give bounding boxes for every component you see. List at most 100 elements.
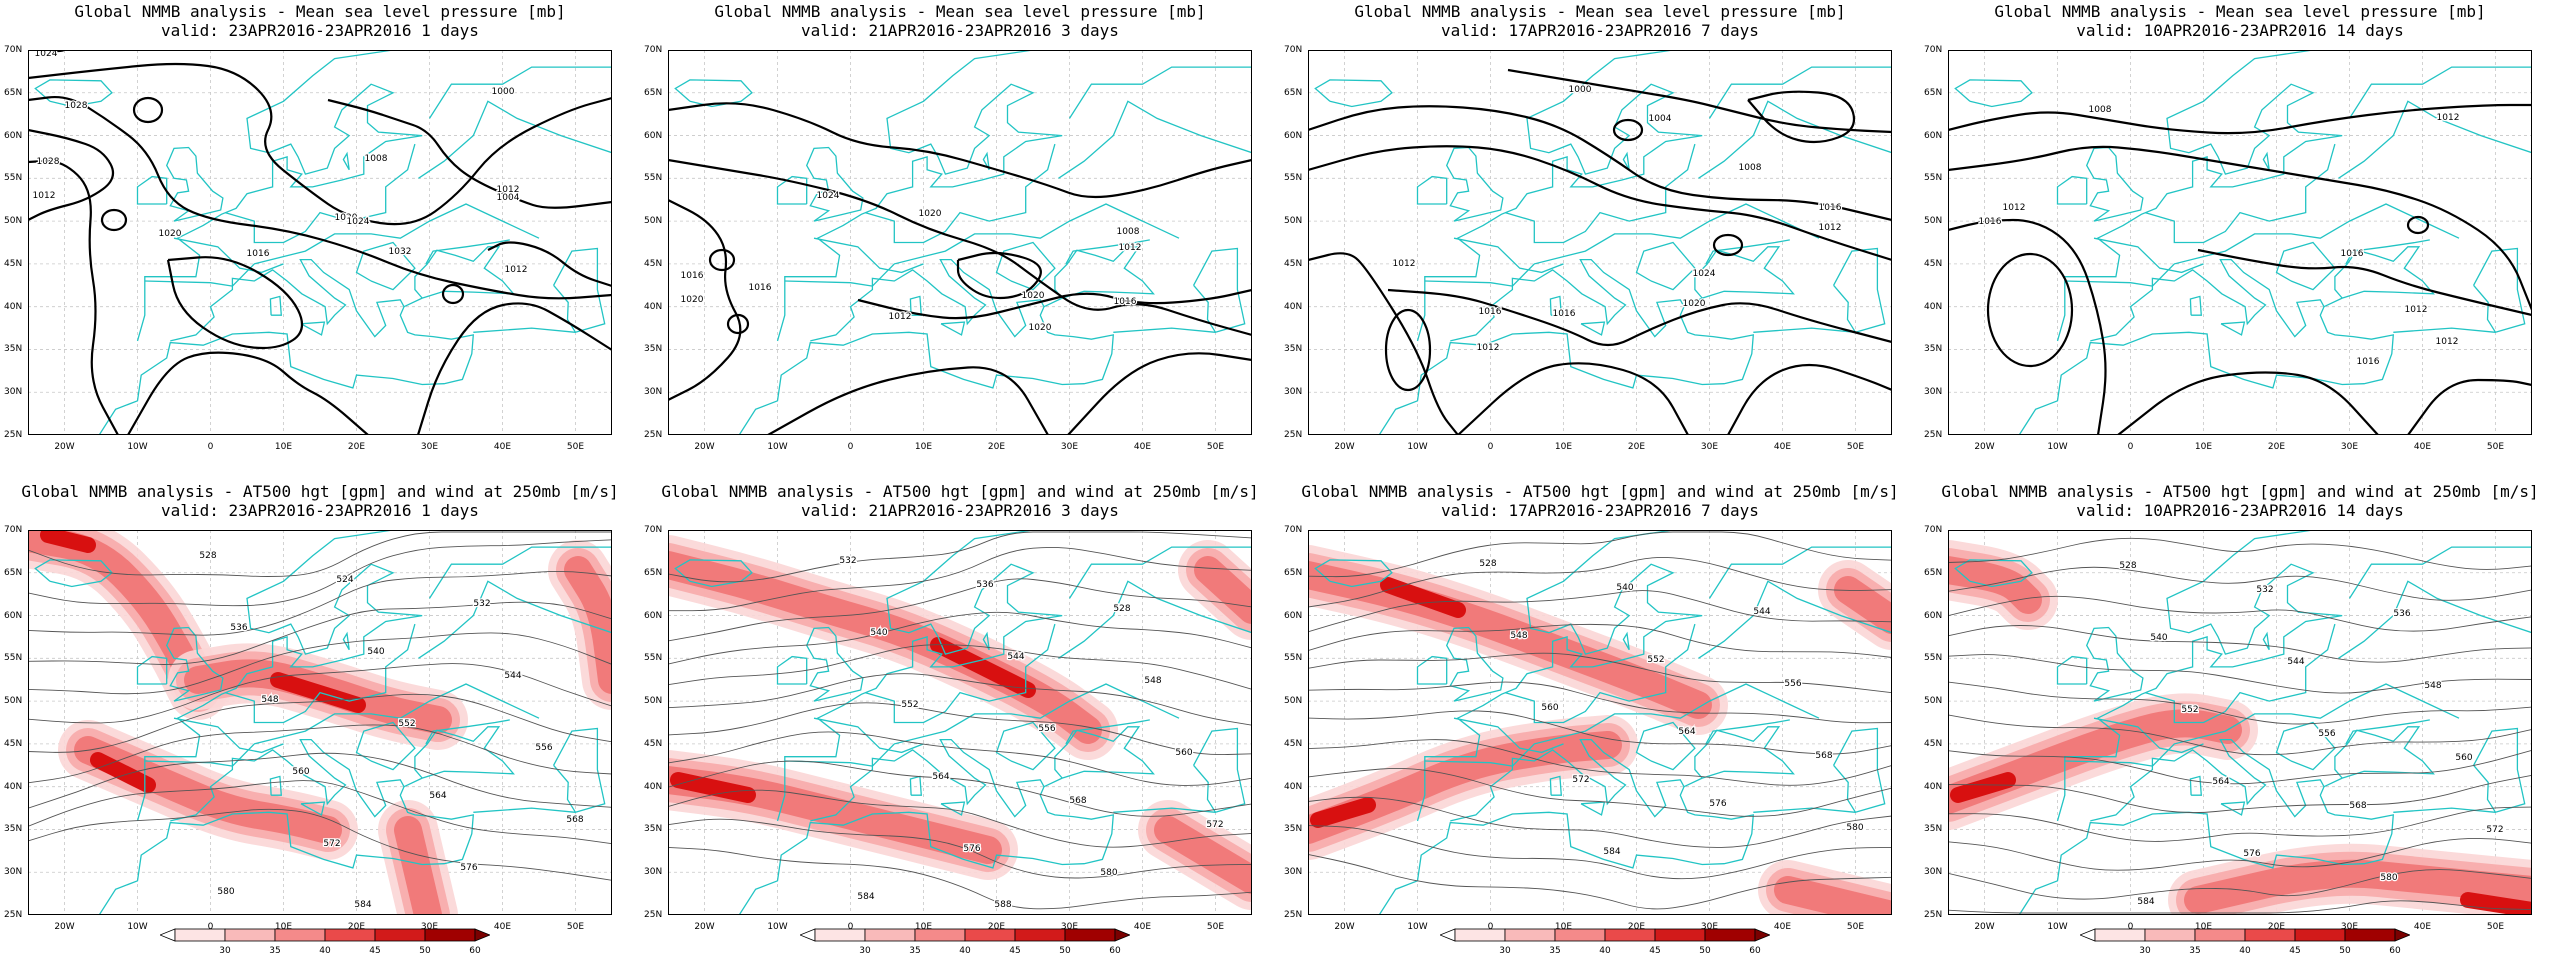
contour-label: 1016	[1819, 203, 1842, 213]
lat-tick-label: 25N	[1284, 430, 1303, 440]
contour-label: 1020	[159, 229, 182, 239]
lat-tick-label: 65N	[4, 567, 23, 578]
contour-label: 1012	[1819, 223, 1842, 233]
contour-label: 548	[1510, 631, 1527, 641]
lat-tick-label: 70N	[1284, 45, 1303, 55]
lat-tick-label: 60N	[1284, 610, 1303, 621]
coastlines	[1954, 50, 2532, 435]
colorbar-tick-label: 60	[1749, 946, 1761, 956]
lat-tick-label: 30N	[4, 867, 23, 878]
lon-tick-label: 50E	[2486, 922, 2505, 932]
colorbar-tick-label: 40	[319, 946, 331, 956]
lat-tick-label: 55N	[644, 173, 663, 184]
contour-label: 544	[504, 671, 521, 681]
map-canvas: 528 524 532 536 540 544 548 552 556 560 564 568 572 5…	[28, 530, 612, 915]
lat-tick-label: 25N	[1924, 910, 1943, 920]
contour-label: 584	[2137, 897, 2154, 907]
height-contours	[668, 531, 1252, 910]
contour-label: 1016	[2341, 249, 2364, 259]
lon-tick-label: 0	[1487, 922, 1494, 932]
lat-tick-label: 65N	[1284, 567, 1303, 578]
contour-label: 556	[2318, 729, 2335, 739]
contour-label: 540	[1616, 583, 1633, 593]
lat-tick-label: 25N	[644, 910, 663, 920]
contour-label: 1012	[2437, 113, 2460, 123]
colorbar-tick-label: 30	[2139, 946, 2151, 956]
contour-label: 1000	[1569, 85, 1592, 95]
panel-title: Global NMMB analysis - Mean sea level pr…	[74, 2, 566, 21]
lon-tick-label: 40E	[1133, 442, 1152, 452]
lat-tick-label: 30N	[1924, 867, 1943, 878]
wind-colorbar	[160, 927, 490, 953]
contour-label: 540	[870, 628, 887, 638]
contour-label: 580	[1100, 868, 1117, 878]
lat-tick-label: 60N	[644, 130, 663, 141]
wind-shading	[668, 535, 1252, 910]
contour-label: 1012	[505, 265, 528, 275]
map-plot: 1008 1012 1012 1016 1016 1012 1012 1016	[1948, 50, 2532, 435]
lat-tick-label: 45N	[1924, 738, 1943, 749]
graticule	[1948, 50, 2532, 435]
lon-tick-label: 20W	[1974, 922, 1995, 932]
contour-label: 544	[1753, 607, 1770, 617]
height-contours	[1308, 531, 1892, 910]
colorbar-tick-label: 35	[269, 946, 281, 956]
contour-label: 1024	[35, 50, 58, 59]
lon-tick-label: 40E	[1773, 442, 1792, 452]
contour-label: 540	[2150, 633, 2167, 643]
lat-tick-label: 70N	[4, 525, 23, 535]
lon-tick-label: 20E	[347, 922, 366, 932]
contour-label: 536	[230, 623, 247, 633]
lat-tick-label: 65N	[4, 87, 23, 98]
lat-tick-label: 60N	[1924, 610, 1943, 621]
lat-tick-label: 25N	[4, 910, 23, 920]
wind-colorbar	[800, 927, 1130, 953]
panel-valid-range: valid: 10APR2016-23APR2016 14 days	[2076, 501, 2404, 520]
contour-label: 552	[398, 719, 415, 729]
map-plot: 532 536 528 540 544 548 552 556 560 564 568 572 576 5…	[668, 530, 1252, 915]
lat-tick-label: 70N	[1924, 525, 1943, 535]
lon-tick-label: 0	[1487, 442, 1494, 452]
lat-tick-label: 60N	[1924, 130, 1943, 141]
lon-tick-label: 50E	[2486, 442, 2505, 452]
contour-label: 524	[336, 575, 353, 585]
lat-tick-label: 70N	[4, 45, 23, 55]
contour-label: 1012	[1393, 259, 1416, 269]
colorbar-tick-label: 50	[2339, 946, 2351, 956]
lat-tick-label: 45N	[4, 738, 23, 749]
colorbar-tick-label: 35	[1549, 946, 1561, 956]
lon-tick-label: 10E	[2194, 442, 2213, 452]
map-panel-mslp-1d: Global NMMB analysis - Mean sea level pr…	[0, 0, 640, 480]
isobars	[1308, 68, 1892, 435]
lat-tick-label: 40N	[1924, 301, 1943, 312]
lon-tick-label: 10W	[767, 442, 788, 452]
lon-tick-label: 40E	[2413, 922, 2432, 932]
colorbar-tick-label: 40	[2239, 946, 2251, 956]
lon-tick-label: 40E	[1773, 922, 1792, 932]
contour-label: 1000	[492, 87, 515, 97]
lon-tick-label: 20E	[987, 442, 1006, 452]
contour-label: 568	[1069, 796, 1086, 806]
lat-tick-label: 30N	[644, 387, 663, 398]
contour-label: 556	[1784, 679, 1801, 689]
contour-label: 552	[2181, 705, 2198, 715]
lon-tick-label: 0	[847, 922, 854, 932]
panel-title: Global NMMB analysis - Mean sea level pr…	[714, 2, 1206, 21]
map-panel-z500-7d: Global NMMB analysis - AT500 hgt [gpm] a…	[1280, 480, 1920, 960]
lon-tick-label: 10E	[274, 922, 293, 932]
panel-title: Global NMMB analysis - Mean sea level pr…	[1354, 2, 1846, 21]
lat-tick-label: 35N	[1284, 824, 1303, 835]
lat-tick-label: 55N	[644, 653, 663, 664]
contour-label: 576	[1709, 799, 1726, 809]
contour-label: 1016	[681, 271, 704, 281]
lon-tick-label: 40E	[493, 922, 512, 932]
lat-tick-label: 30N	[1284, 387, 1303, 398]
map-panel-z500-14d: Global NMMB analysis - AT500 hgt [gpm] a…	[1920, 480, 2560, 960]
lat-tick-label: 25N	[4, 430, 23, 440]
contour-label: 1020	[919, 209, 942, 219]
lon-tick-label: 20W	[1334, 922, 1355, 932]
lon-tick-label: 20W	[1334, 442, 1355, 452]
lat-tick-label: 70N	[644, 525, 663, 535]
map-canvas: 528 532 536 540 544 548 552 556 560 564 568 572 576 5…	[1948, 530, 2532, 915]
lat-tick-label: 35N	[644, 344, 663, 355]
